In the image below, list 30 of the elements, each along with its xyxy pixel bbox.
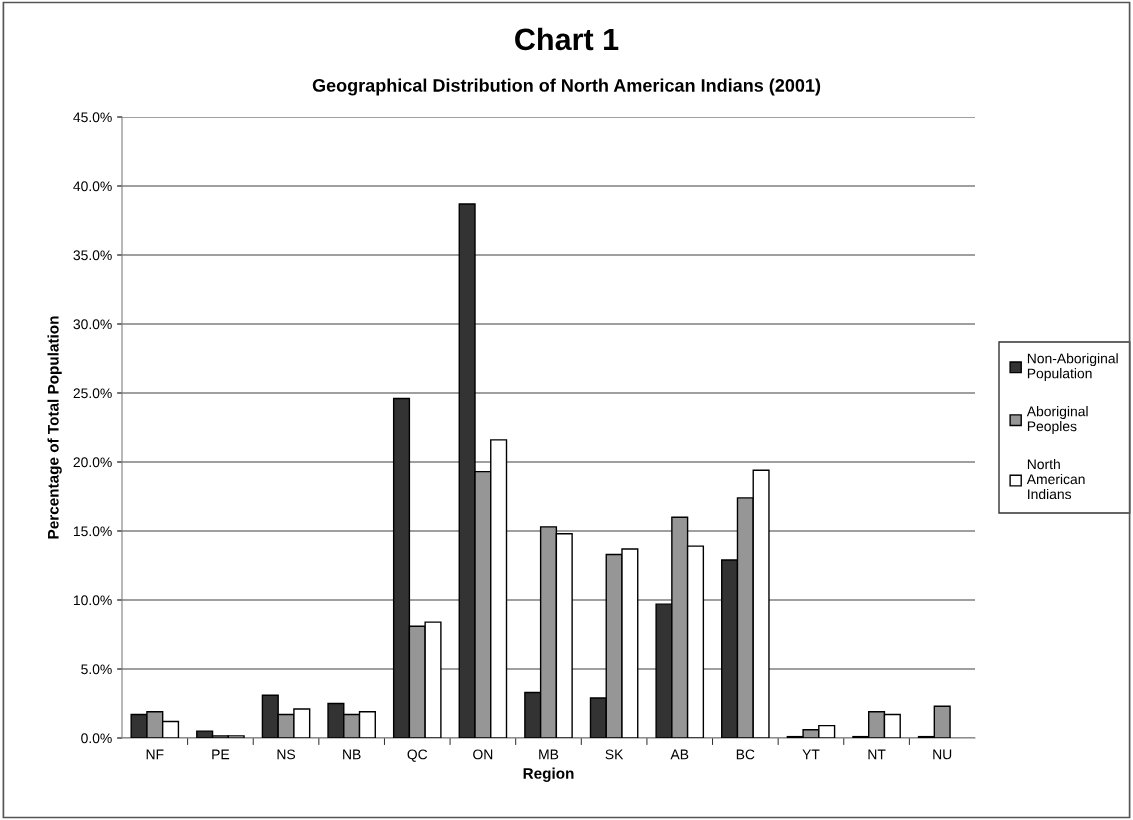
x-tick-label: ON	[473, 749, 493, 760]
x-tick-label: SK	[605, 749, 624, 760]
y-axis-title: Percentage of Total Population	[47, 316, 62, 539]
y-tick-label: 0.0%	[81, 733, 112, 744]
legend-label: North American Indians	[1026, 458, 1085, 500]
y-tick-label: 25.0%	[73, 388, 112, 399]
y-tick-label: 45.0%	[73, 112, 112, 123]
x-tick-label: PE	[212, 749, 230, 760]
x-tick-label: AB	[670, 749, 689, 760]
x-tick-label: NS	[277, 749, 296, 760]
chart-title: Chart 1	[515, 27, 619, 51]
x-tick-label: MB	[539, 749, 559, 760]
chart-subtitle: Geographical Distribution of North American Indians (2001)	[312, 78, 821, 96]
x-tick-label: BC	[736, 749, 755, 760]
x-tick-label: NT	[868, 749, 886, 760]
y-tick-label: 30.0%	[73, 319, 112, 330]
legend-label: Non-Aboriginal Population	[1027, 353, 1118, 382]
x-tick-label: NB	[343, 749, 361, 760]
x-tick-label: YT	[802, 749, 820, 760]
y-tick-label: 35.0%	[73, 250, 112, 261]
y-tick-label: 40.0%	[73, 181, 112, 192]
y-tick-label: 10.0%	[73, 595, 112, 606]
x-tick-label: QC	[407, 749, 428, 762]
legend-label: Aboriginal Peoples	[1026, 406, 1088, 434]
x-tick-label: NU	[933, 749, 952, 760]
y-tick-label: 20.0%	[73, 457, 112, 468]
y-tick-label: 5.0%	[81, 664, 112, 675]
x-axis-title: Region	[523, 767, 574, 782]
y-tick-label: 15.0%	[73, 526, 112, 537]
x-tick-label: NF	[146, 749, 164, 760]
